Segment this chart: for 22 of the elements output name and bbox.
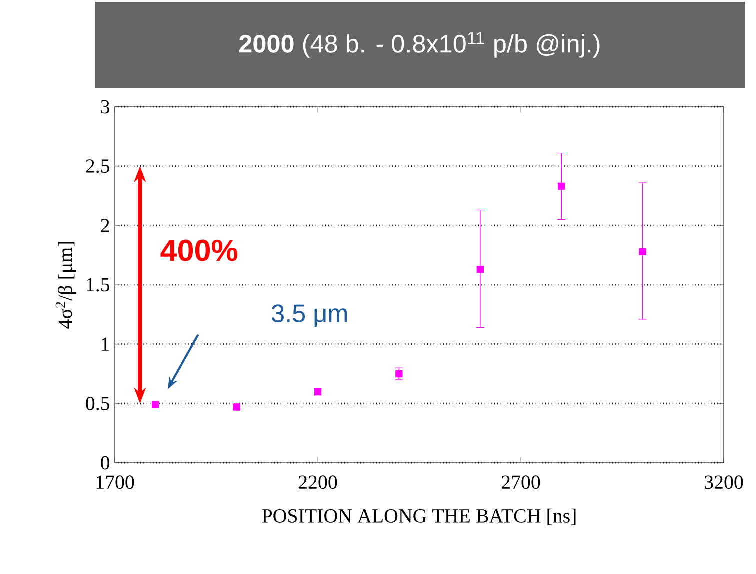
point bbox=[233, 404, 240, 411]
y-tick-label: 1.5 bbox=[87, 278, 110, 292]
y-tick-label: 3 bbox=[101, 100, 110, 114]
x-tick-label: 2200 bbox=[298, 476, 338, 490]
y-axis-title: 4σ$^{2}$/β [μm] bbox=[56, 242, 76, 329]
point bbox=[558, 182, 566, 190]
x-tick-label: 2700 bbox=[502, 476, 540, 490]
y-tick-label: 2.5 bbox=[86, 160, 110, 174]
y-tick-label: 0 bbox=[101, 456, 110, 470]
point bbox=[639, 248, 646, 256]
y-tick-label: 2 bbox=[101, 219, 110, 232]
chart-title: 2000 (48 b. - 0.8x10$^{11}$ p/b @inj.) bbox=[240, 32, 600, 58]
x-tick-label: 1700 bbox=[96, 476, 134, 490]
x-tick-label: 3200 bbox=[705, 476, 744, 490]
annotation: 3.5 μm bbox=[272, 304, 348, 328]
point bbox=[152, 401, 160, 408]
x-axis-title: POSITION ALONG THE BATCH [ns] bbox=[262, 508, 576, 526]
annotation: 400% bbox=[160, 240, 238, 262]
point bbox=[396, 370, 403, 378]
y-tick-label: 0.5 bbox=[86, 396, 110, 410]
point bbox=[476, 266, 484, 274]
y-tick-label: 1 bbox=[102, 338, 110, 351]
